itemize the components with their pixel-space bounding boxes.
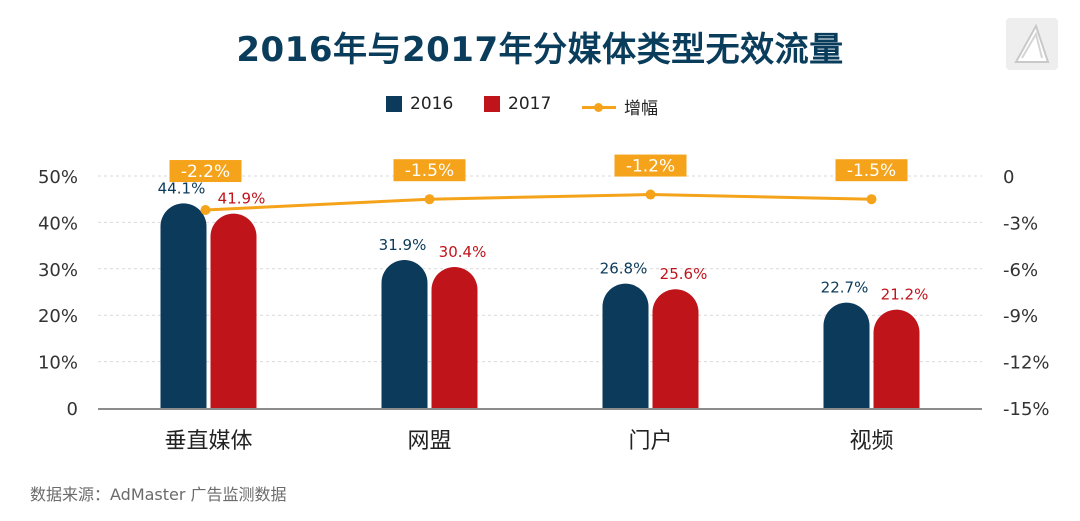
bar-2017-0 xyxy=(210,213,257,408)
source-note: 数据来源：AdMaster 广告监测数据 xyxy=(30,485,287,504)
growth-point-3 xyxy=(866,194,877,205)
y-right-tick-label: -15% xyxy=(1003,399,1050,420)
growth-label-0: -2.2% xyxy=(181,162,230,182)
growth-point-2 xyxy=(645,189,656,200)
bar-2016-0 xyxy=(160,203,207,408)
data-label-2016-2: 26.8% xyxy=(600,260,648,278)
growth-label-box-2 xyxy=(614,154,687,177)
growth-label-box-3 xyxy=(835,159,908,182)
data-label-2017-3: 21.2% xyxy=(881,286,929,304)
y-left-tick-label: 0 xyxy=(67,399,78,420)
growth-label-box-1 xyxy=(393,159,466,182)
x-tick-label: 垂直媒体 xyxy=(164,429,252,454)
data-label-2016-0: 44.1% xyxy=(158,179,206,197)
bar-2016-1 xyxy=(381,259,428,408)
legend-item-growth: 增幅 xyxy=(582,94,658,119)
data-label-2017-0: 41.9% xyxy=(218,190,266,208)
data-label-2016-3: 22.7% xyxy=(821,279,869,297)
growth-label-3: -1.5% xyxy=(847,161,896,181)
y-left-tick-label: 40% xyxy=(38,213,78,234)
growth-line xyxy=(205,193,872,212)
bar-2017-2 xyxy=(652,289,699,408)
y-right-tick-label: -3% xyxy=(1003,213,1038,234)
y-right-tick-label: 0 xyxy=(1003,167,1014,188)
legend-swatch-growth xyxy=(582,99,616,115)
chart-legend: 2016 2017 增幅 xyxy=(0,94,1080,119)
x-tick-label: 门户 xyxy=(628,429,672,454)
y-right-tick-label: -12% xyxy=(1003,353,1050,374)
y-left-tick-label: 10% xyxy=(38,353,78,374)
chart-title: 2016年与2017年分媒体类型无效流量 xyxy=(236,30,844,70)
bar-2017-1 xyxy=(431,266,478,408)
data-label-2016-1: 31.9% xyxy=(379,236,427,254)
y-left-tick-label: 30% xyxy=(38,260,78,281)
y-left-tick-label: 20% xyxy=(38,306,78,327)
y-right-tick-label: -6% xyxy=(1003,260,1038,281)
x-tick-label: 视频 xyxy=(849,429,893,454)
legend-label-2017: 2017 xyxy=(508,94,552,114)
legend-swatch-2017 xyxy=(484,96,500,112)
data-label-2017-1: 30.4% xyxy=(439,243,487,261)
growth-label-1: -1.5% xyxy=(405,161,454,181)
bar-2016-2 xyxy=(602,283,649,408)
growth-point-1 xyxy=(424,194,435,205)
y-left-tick-label: 50% xyxy=(38,167,78,188)
growth-label-2: -1.2% xyxy=(626,157,675,177)
growth-point-0 xyxy=(200,205,211,216)
legend-item-2017: 2017 xyxy=(484,94,551,114)
brand-logo-icon xyxy=(1006,18,1058,70)
legend-item-2016: 2016 xyxy=(386,94,453,114)
bar-2017-3 xyxy=(873,309,920,408)
y-right-tick-label: -9% xyxy=(1003,306,1038,327)
growth-label-box-0 xyxy=(169,160,242,183)
data-label-2017-2: 25.6% xyxy=(660,265,708,283)
legend-label-growth: 增幅 xyxy=(624,99,658,119)
bar-2016-3 xyxy=(823,302,870,408)
legend-label-2016: 2016 xyxy=(410,94,454,114)
legend-swatch-2016 xyxy=(386,96,402,112)
x-tick-label: 网盟 xyxy=(407,429,451,454)
